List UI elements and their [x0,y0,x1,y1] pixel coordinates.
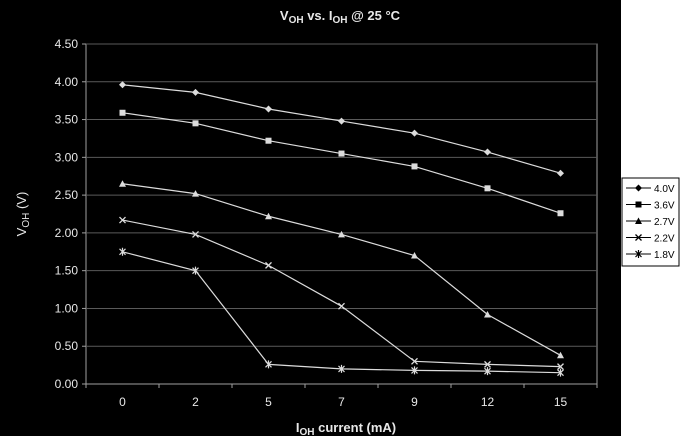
series-markers [119,81,564,377]
legend-box [621,177,680,267]
x-tick-label: 2 [192,395,199,409]
legend-label: 3.6V [654,201,675,212]
y-tick-label: 4.50 [55,37,79,51]
chart-area [0,0,621,436]
legend-label: 1.8V [654,250,675,261]
data-point-1.8V [192,266,199,275]
y-tick-label: 2.50 [55,188,79,202]
data-point-2.7V [192,190,199,197]
data-point-2.2V [338,302,345,310]
data-point-1.8V [265,360,272,369]
y-tick-label: 0.50 [55,339,79,353]
y-axis-label: VOH (V) [14,192,32,237]
data-point-3.6V [265,137,272,144]
data-point-1.8V [411,366,418,375]
data-point-4.0V [192,88,199,96]
data-point-3.6V [557,210,564,217]
data-point-2.2V [557,363,564,371]
data-point-3.6V [484,185,491,192]
x-tick-label: 15 [554,395,568,409]
data-point-4.0V [338,117,345,125]
y-tick-label: 2.00 [55,226,79,240]
data-point-2.2V [411,357,418,365]
x-tick-label: 0 [119,395,126,409]
x-tick-labels: 0 2 5 7 9 12 15 [119,395,567,409]
data-point-4.0V [557,169,564,177]
x-tick-label: 9 [411,395,418,409]
data-point-2.7V [338,230,345,238]
legend-marker [635,217,642,224]
y-tick-label: 4.00 [55,75,79,89]
data-point-2.2V [484,360,491,368]
data-point-1.8V [557,368,564,377]
data-point-2.7V [119,180,126,187]
data-point-3.6V [119,109,126,116]
data-point-2.7V [265,212,272,220]
legend-marker [635,201,642,208]
legend-marker [635,250,642,258]
x-tick-label: 5 [265,395,272,409]
y-tick-label: 1.00 [55,301,79,315]
legend-marker [635,184,642,192]
data-point-3.6V [192,120,199,127]
y-tick-label: 3.50 [55,113,79,127]
data-point-3.6V [338,150,345,157]
data-point-2.2V [192,230,199,238]
data-point-2.7V [411,252,418,259]
data-point-4.0V [411,129,418,137]
data-point-4.0V [265,105,272,113]
y-tick-label: 3.00 [55,150,79,164]
y-tick-label: 0.00 [55,377,79,391]
data-point-3.6V [411,163,418,170]
legend-marker [635,234,642,241]
x-axis-label: IOH current (mA) [296,420,396,436]
legend-label: 2.2V [654,234,675,245]
data-point-2.2V [265,261,272,269]
data-point-4.0V [484,148,491,156]
chart-title: VOH vs. IOH @ 25 °C [280,8,401,26]
data-point-2.7V [557,351,564,359]
legend-label: 4.0V [654,184,675,195]
x-tick-label: 7 [338,395,345,409]
legend-label: 2.7V [654,217,675,228]
data-point-2.7V [484,310,491,318]
y-tick-label: 1.50 [55,264,79,278]
y-tick-labels: 0.00 0.50 1.00 1.50 2.00 2.50 3.00 3.50 4.00 4.50 [55,37,79,391]
data-point-1.8V [338,364,345,373]
data-point-2.2V [119,216,126,224]
x-tick-label: 12 [481,395,495,409]
legend: 4.0V 3.6V 2.7V 2.2V 1.8V [621,177,680,267]
data-point-1.8V [119,247,126,256]
data-point-1.8V [484,367,491,376]
data-point-4.0V [119,81,126,89]
